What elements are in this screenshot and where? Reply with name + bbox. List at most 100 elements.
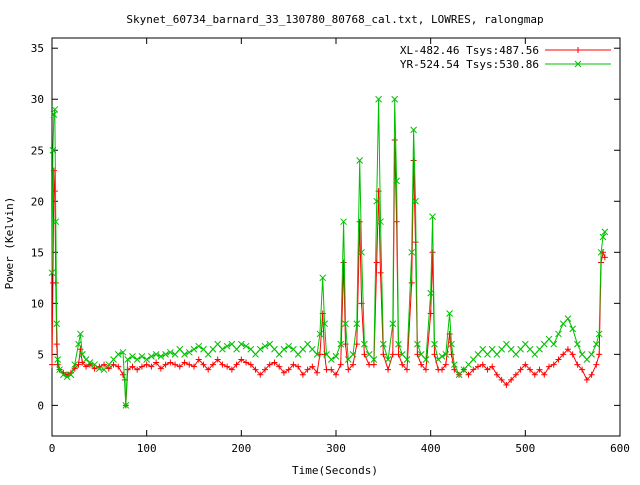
data-point [446, 310, 453, 317]
data-point [593, 361, 600, 368]
data-point [290, 361, 297, 368]
data-point [138, 363, 145, 370]
data-point [167, 359, 174, 366]
data-point [414, 340, 421, 348]
data-point [592, 340, 600, 348]
data-point [190, 345, 198, 353]
data-point [153, 359, 160, 366]
data-point [219, 361, 226, 368]
data-point [475, 363, 481, 370]
chart-title: Skynet_60734_barnard_33_130780_80768_cal… [126, 13, 543, 26]
data-point [77, 330, 84, 338]
data-point [555, 356, 562, 363]
data-point [214, 356, 221, 363]
data-point [60, 371, 67, 379]
data-point [349, 351, 357, 358]
data-point [342, 320, 349, 328]
data-point [50, 111, 58, 118]
data-point [276, 363, 283, 370]
x-tick-label: 100 [137, 442, 157, 455]
data-point [77, 346, 84, 353]
data-point [403, 356, 411, 363]
data-point [601, 254, 608, 261]
data-point [358, 248, 365, 256]
x-tick-label: 0 [49, 442, 56, 455]
data-point [596, 351, 603, 358]
data-point [209, 361, 216, 368]
data-point [185, 348, 193, 356]
data-point [429, 213, 436, 220]
data-point [384, 356, 392, 363]
data-point [356, 157, 364, 164]
data-point [143, 356, 151, 363]
data-point [503, 381, 510, 388]
data-point [579, 366, 586, 373]
data-point [51, 106, 59, 113]
data-point [122, 402, 130, 409]
data-point [101, 361, 108, 368]
data-point [599, 233, 607, 241]
data-point [75, 361, 82, 368]
data-point [129, 353, 136, 360]
y-tick-label: 30 [31, 93, 44, 106]
data-point [395, 351, 402, 358]
data-point [574, 340, 581, 348]
data-point [49, 361, 55, 368]
data-point [52, 279, 59, 286]
data-point [434, 356, 442, 363]
data-point [316, 330, 324, 338]
data-point [410, 126, 417, 134]
data-point [166, 348, 174, 356]
y-tick-label: 20 [31, 195, 44, 208]
data-point [321, 320, 328, 328]
y-axis-label: Power (Kelvin) [3, 197, 16, 290]
data-point [337, 361, 344, 368]
legend-marker [574, 60, 582, 68]
data-point [431, 340, 438, 348]
data-point [243, 359, 250, 366]
data-point [162, 351, 169, 358]
data-point [71, 361, 79, 368]
data-point [350, 361, 357, 368]
data-point [54, 361, 61, 368]
data-point [448, 340, 455, 348]
data-point [408, 279, 415, 286]
data-point [257, 371, 264, 378]
data-point [280, 345, 288, 353]
data-point [195, 342, 203, 350]
data-point [588, 371, 595, 378]
data-point [412, 197, 419, 205]
data-point [52, 218, 60, 226]
data-point [110, 361, 117, 368]
data-point [470, 366, 477, 373]
data-point [261, 342, 269, 350]
y-tick-label: 15 [31, 246, 44, 259]
data-point [105, 365, 112, 372]
data-point [333, 371, 339, 378]
y-tick-label: 25 [31, 144, 44, 157]
data-point [256, 345, 264, 353]
data-point [418, 361, 425, 368]
data-point [309, 363, 316, 370]
data-point [546, 363, 552, 370]
data-point [181, 351, 188, 358]
x-tick-label: 400 [421, 442, 441, 455]
data-point [181, 359, 188, 366]
data-point [327, 356, 335, 363]
data-point [340, 259, 347, 266]
data-point [517, 366, 524, 373]
data-point [157, 353, 165, 360]
data-point [314, 369, 321, 376]
data-point [304, 366, 311, 373]
y-tick-label: 0 [37, 399, 44, 412]
data-point [448, 351, 455, 358]
data-point [531, 371, 538, 378]
series-layer [48, 95, 609, 409]
y-tick-label: 10 [31, 297, 44, 310]
data-point [271, 359, 278, 366]
data-point [242, 342, 250, 350]
data-point [115, 363, 122, 370]
data-point [380, 351, 387, 358]
